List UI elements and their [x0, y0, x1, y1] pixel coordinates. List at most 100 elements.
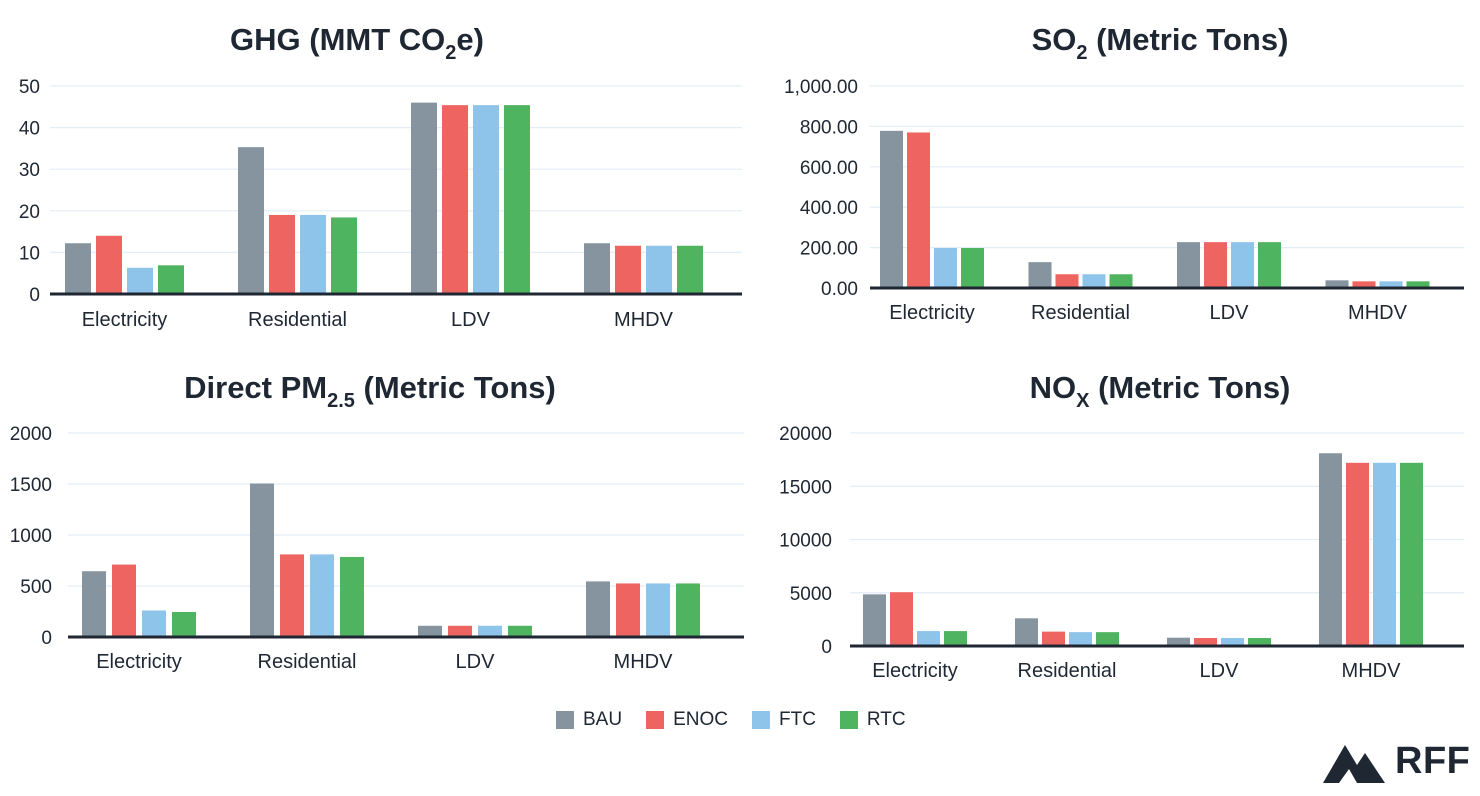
y-tick-label: 10 [19, 243, 40, 264]
bar-bau-residential [1028, 262, 1052, 288]
chart-title: NOX (Metric Tons) [1030, 370, 1291, 412]
chart-title: SO2 (Metric Tons) [1032, 22, 1289, 64]
y-tick-label: 15000 [779, 477, 832, 498]
x-category-label: MHDV [614, 309, 674, 331]
bar-bau-electricity [880, 130, 903, 288]
x-category-label: LDV [451, 309, 491, 331]
bar-bau-mhdv [1319, 453, 1342, 646]
y-tick-label: 50 [19, 77, 40, 98]
x-category-label: Electricity [889, 302, 975, 324]
brand-logo: RFF [1323, 740, 1470, 783]
bar-enoc-residential [1042, 631, 1065, 646]
y-tick-label: 20000 [779, 424, 832, 445]
y-tick-label: 1,000.00 [784, 77, 858, 98]
bar-ftc-electricity [127, 267, 153, 294]
bar-bau-residential [1015, 618, 1038, 646]
x-category-label: MHDV [1348, 302, 1408, 324]
x-category-label: Residential [248, 309, 347, 331]
bar-ftc-mhdv [1373, 462, 1396, 646]
bar-ftc-mhdv [1379, 281, 1403, 288]
chart-title-main: SO [1032, 22, 1077, 57]
chart-title: GHG (MMT CO2e) [230, 22, 484, 64]
bar-enoc-mhdv [1352, 281, 1376, 288]
legend-swatch [556, 711, 574, 729]
bar-rtc-electricity [172, 612, 196, 637]
bar-bau-mhdv [584, 243, 610, 294]
bar-enoc-mhdv [616, 583, 640, 637]
y-tick-label: 40 [19, 119, 40, 140]
bar-ftc-residential [300, 214, 326, 294]
bar-enoc-ldv [1204, 242, 1227, 288]
bar-bau-mhdv [586, 581, 610, 637]
bar-bau-ldv [418, 625, 442, 637]
bar-ftc-ldv [478, 625, 502, 637]
y-tick-label: 2000 [10, 424, 52, 445]
y-tick-label: 10000 [779, 531, 832, 552]
chart-title-subscript: 2 [1076, 42, 1087, 64]
bar-bau-electricity [863, 594, 886, 646]
chart-title-main: Direct PM [184, 370, 327, 405]
legend-swatch [751, 711, 770, 729]
legend-swatch [646, 711, 665, 729]
bar-rtc-ldv [1248, 638, 1271, 646]
x-category-label: LDV [456, 651, 496, 673]
legend-item-bau: BAU [556, 709, 622, 731]
chart-title-subscript: X [1076, 390, 1090, 412]
y-tick-label: 1500 [10, 475, 52, 496]
bar-enoc-ldv [442, 105, 468, 294]
bar-ftc-mhdv [646, 583, 670, 637]
bar-ftc-residential [1069, 632, 1092, 646]
bar-enoc-residential [1055, 274, 1079, 288]
legend-item-enoc: ENOC [646, 709, 728, 731]
legend-label: BAU [583, 709, 623, 730]
chart-title-subscript: 2 [445, 42, 456, 64]
bar-ftc-electricity [917, 631, 940, 646]
bar-ftc-residential [1082, 274, 1106, 288]
y-tick-label: 0 [29, 285, 40, 306]
bar-enoc-ldv [448, 625, 472, 637]
x-category-label: Electricity [82, 309, 168, 331]
bar-ftc-ldv [1221, 638, 1244, 646]
legend-label: FTC [778, 709, 816, 730]
y-tick-label: 600.00 [800, 158, 858, 179]
chart-panel-4: NOX (Metric Tons) 0 5000 10000 15000 20000 Ele… [779, 370, 1464, 682]
chart-title-subscript: 2.5 [327, 390, 355, 412]
x-category-label: LDV [1210, 302, 1250, 324]
bar-enoc-electricity [96, 235, 122, 294]
x-category-label: Residential [258, 651, 357, 673]
chart-legend: BAU ENOC FTC RTC [556, 709, 930, 731]
bar-rtc-electricity [158, 265, 184, 294]
chart-title: Direct PM2.5 (Metric Tons) [184, 370, 556, 412]
legend-swatch [839, 711, 858, 729]
x-category-label: Electricity [872, 660, 958, 682]
legend-item-rtc: RTC [839, 709, 906, 731]
bar-bau-residential [250, 483, 274, 637]
y-tick-label: 30 [19, 160, 40, 181]
brand-name: RFF [1395, 740, 1471, 782]
mountain-logo-icon [1323, 744, 1385, 783]
y-tick-label: 5000 [790, 584, 832, 605]
y-tick-label: 0 [821, 637, 832, 658]
bar-enoc-electricity [890, 592, 913, 646]
bar-enoc-ldv [1194, 638, 1217, 646]
bar-rtc-residential [340, 556, 364, 637]
legend-item-ftc: FTC [751, 709, 816, 731]
bar-bau-ldv [411, 102, 437, 294]
bar-bau-mhdv [1325, 280, 1349, 288]
bar-rtc-mhdv [677, 245, 703, 294]
bar-enoc-residential [280, 554, 304, 637]
chart-title-tail: e) [456, 22, 484, 57]
bar-rtc-ldv [1258, 242, 1281, 288]
bar-ftc-electricity [142, 610, 166, 637]
x-category-label: MHDV [614, 651, 674, 673]
bar-rtc-electricity [961, 248, 984, 288]
chart-panel-2: SO2 (Metric Tons) 0.00 200.00 400.00 600.00 8… [784, 22, 1464, 324]
bar-rtc-electricity [944, 631, 967, 646]
y-tick-label: 0 [41, 628, 52, 649]
bar-bau-ldv [1177, 242, 1200, 288]
bar-rtc-residential [331, 217, 357, 294]
bar-rtc-mhdv [676, 583, 700, 637]
chart-panel-3: Direct PM2.5 (Metric Tons) 0 500 1000 1500 20… [10, 370, 744, 673]
bar-bau-ldv [1167, 637, 1190, 646]
